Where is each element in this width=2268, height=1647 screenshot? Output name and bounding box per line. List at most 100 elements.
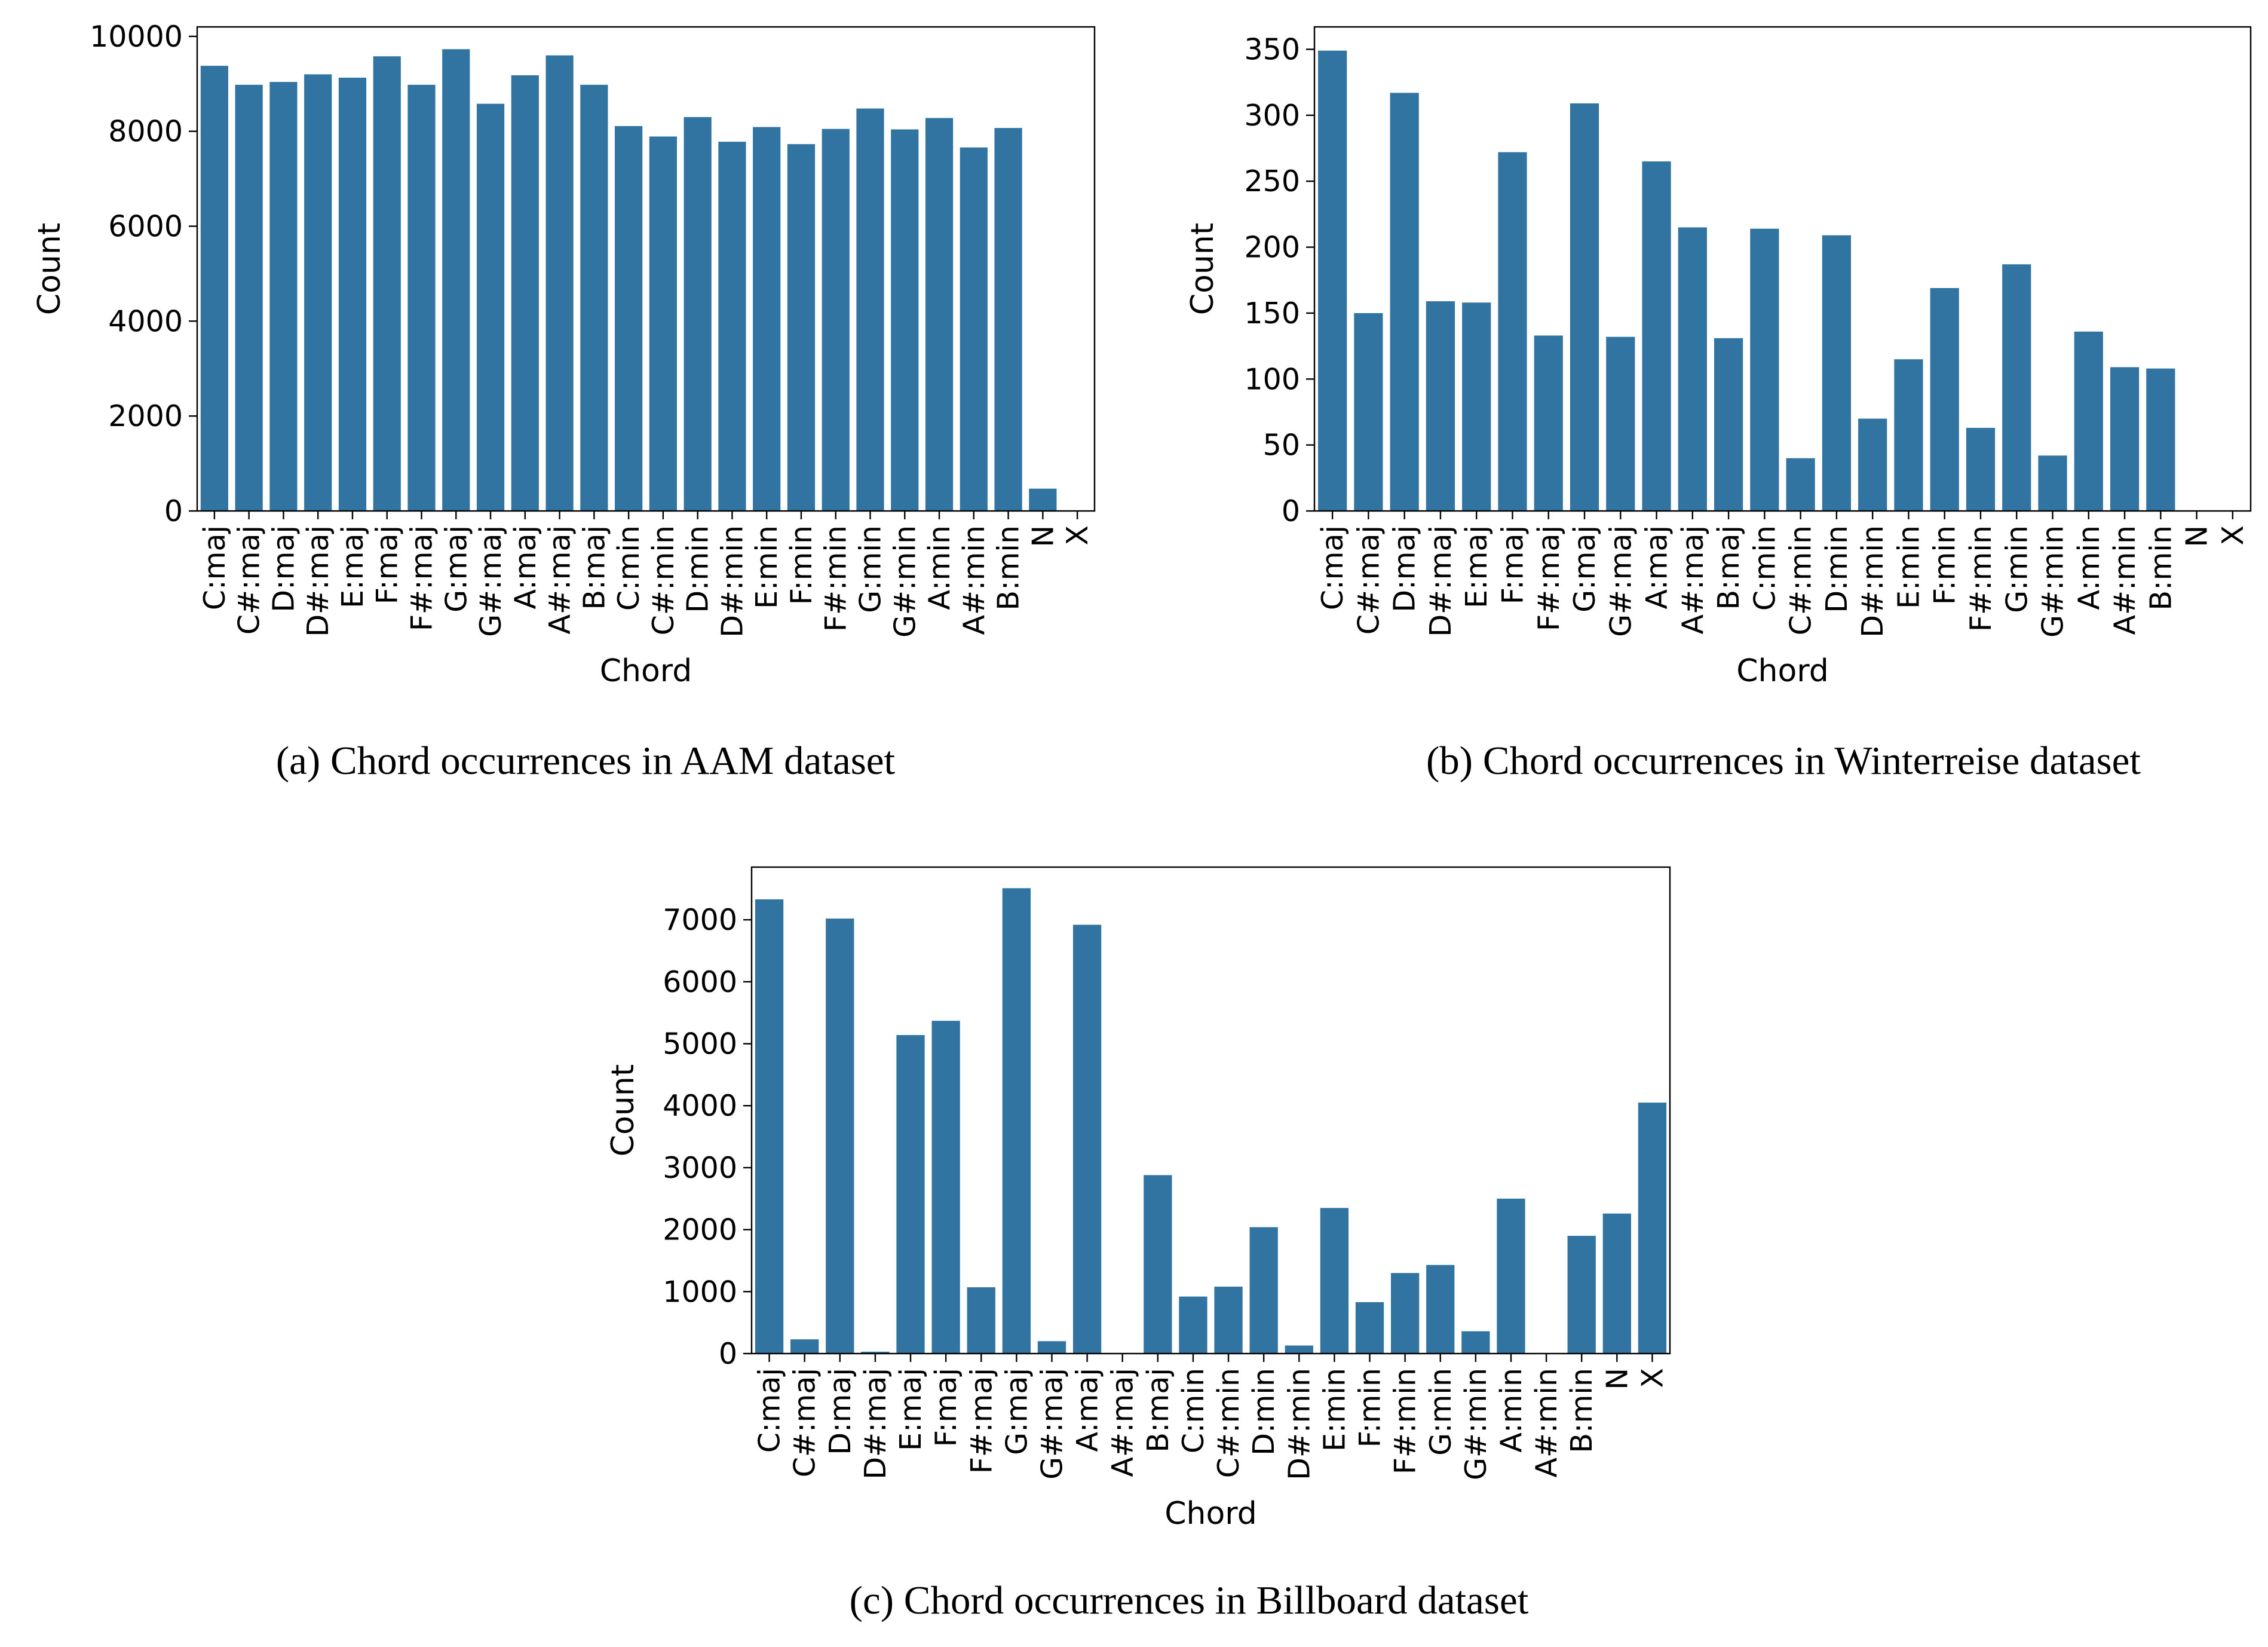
plot-frame (196, 26, 1096, 512)
x-tick-label: C:min (1176, 1368, 1210, 1453)
bar-A:maj (1642, 161, 1671, 511)
bar-A:maj (1072, 924, 1102, 1354)
x-tick-label: E:maj (1460, 525, 1494, 608)
bar-D:maj (826, 919, 854, 1354)
x-tick-label: F#:min (1964, 525, 1998, 632)
bar-C#:min (649, 136, 677, 512)
bar-F#:maj (1534, 335, 1563, 511)
bar-D#:min (718, 142, 746, 512)
bar-C:min (1750, 228, 1779, 511)
x-tick-label: F:maj (929, 1368, 963, 1447)
bar-N (1602, 1213, 1631, 1354)
bar-F:maj (931, 1021, 960, 1354)
bar-A#:min (960, 147, 988, 512)
bar-D:min (1249, 1227, 1278, 1354)
x-tick-label: D:min (1247, 1368, 1281, 1456)
y-tick-label: 8000 (108, 115, 183, 149)
x-tick-label: E:min (750, 525, 784, 609)
x-tick-label: G:min (854, 525, 888, 613)
bar-G#:maj (1037, 1341, 1066, 1354)
x-tick-label: A:maj (508, 525, 543, 610)
x-tick-label: A:min (1494, 1368, 1528, 1453)
y-tick-label: 0 (719, 1337, 737, 1371)
x-tick-label: F#:min (819, 525, 853, 632)
x-tick-label: C:maj (198, 525, 232, 610)
bar-B:maj (1714, 338, 1743, 511)
bar-F:min (1930, 288, 1959, 511)
x-tick-label: C:min (612, 525, 646, 611)
bar-C:min (1179, 1296, 1207, 1354)
x-tick-label: D:min (681, 525, 715, 613)
bar-C:maj (755, 899, 784, 1354)
x-tick-label: F#:maj (1532, 525, 1566, 631)
x-tick-label: E:min (1317, 1368, 1351, 1452)
bar-C#:min (1786, 458, 1815, 511)
y-tick-label: 100 (1244, 362, 1300, 396)
bar-D#:min (1858, 418, 1887, 511)
x-tick-label: F:min (1928, 525, 1962, 605)
y-tick-label: 3000 (663, 1151, 737, 1185)
panel-caption: (c) Chord occurrences in Billboard datas… (850, 1578, 1529, 1622)
y-tick-label: 6000 (663, 965, 737, 999)
bar-G#:min (891, 129, 919, 511)
y-tick-label: 350 (1244, 33, 1300, 67)
x-tick-label: A#:maj (1106, 1368, 1140, 1477)
bar-D#:min (1285, 1345, 1313, 1354)
bar-A:min (1497, 1198, 1525, 1354)
x-tick-label: D:maj (1388, 525, 1422, 613)
x-tick-label: D#:maj (301, 525, 335, 637)
x-tick-label: B:maj (1712, 525, 1746, 610)
x-tick-label: D:min (1820, 525, 1854, 613)
bar-G:maj (1002, 888, 1031, 1354)
bar-A#:min (2110, 367, 2140, 511)
y-tick-label: 4000 (663, 1089, 737, 1123)
bar-B:min (2146, 368, 2175, 511)
x-tick-label: D:maj (266, 525, 301, 613)
panel-billboard: 0 1000 2000 3000 4000 5000 6000 7000 C:maj C#:maj… (605, 866, 1671, 1622)
y-tick-label: 250 (1244, 164, 1300, 198)
y-tick-label: 0 (164, 494, 183, 528)
x-tick-label: C#:min (1784, 525, 1818, 635)
bar-A:min (2074, 331, 2103, 511)
bar-E:maj (1462, 302, 1491, 511)
bar-G:min (2002, 264, 2031, 511)
x-tick-label: D#:min (1856, 525, 1890, 638)
y-tick-label: 2000 (663, 1213, 737, 1247)
bar-G:maj (1570, 103, 1599, 512)
x-tick-label: B:min (1565, 1368, 1599, 1453)
x-tick-label: C:maj (753, 1368, 787, 1453)
y-tick-label: 2000 (108, 399, 183, 433)
x-tick-label: A#:min (957, 525, 991, 635)
bar-F:min (787, 144, 816, 511)
x-tick-label: B:min (992, 525, 1026, 611)
x-tick-label: C#:maj (232, 525, 266, 635)
bar-B:maj (1144, 1175, 1172, 1354)
bar-X (1638, 1103, 1667, 1354)
x-tick-label: E:min (1892, 525, 1926, 609)
y-tick-label: 1000 (663, 1275, 737, 1309)
x-tick-label: F:min (1353, 1368, 1387, 1447)
bar-C:min (615, 125, 643, 511)
x-tick-label: B:min (2144, 525, 2178, 611)
bar-E:min (753, 127, 781, 511)
bar-D:min (1822, 235, 1852, 511)
y-axis-label: Count (32, 223, 68, 315)
bar-F#:min (822, 128, 850, 511)
x-tick-label: D#:maj (859, 1368, 893, 1480)
bar-B:maj (580, 84, 608, 512)
bar-E:min (1320, 1208, 1349, 1354)
bar-D:maj (269, 82, 298, 511)
x-tick-label: A:maj (1071, 1368, 1105, 1452)
bar-D:maj (1390, 93, 1419, 511)
y-tick-label: 50 (1263, 428, 1300, 463)
x-tick-label: C:min (1748, 525, 1782, 611)
x-tick-label: D#:maj (1424, 525, 1458, 637)
bar-F:maj (373, 56, 401, 511)
bar-G:min (856, 108, 884, 511)
x-tick-label: F:maj (1495, 525, 1530, 604)
x-tick-label: C:maj (1316, 525, 1350, 610)
x-tick-label: X (2216, 525, 2250, 546)
x-tick-label: G:min (1424, 1368, 1458, 1456)
y-tick-label: 4000 (108, 304, 183, 338)
x-tick-label: D#:min (715, 525, 749, 638)
